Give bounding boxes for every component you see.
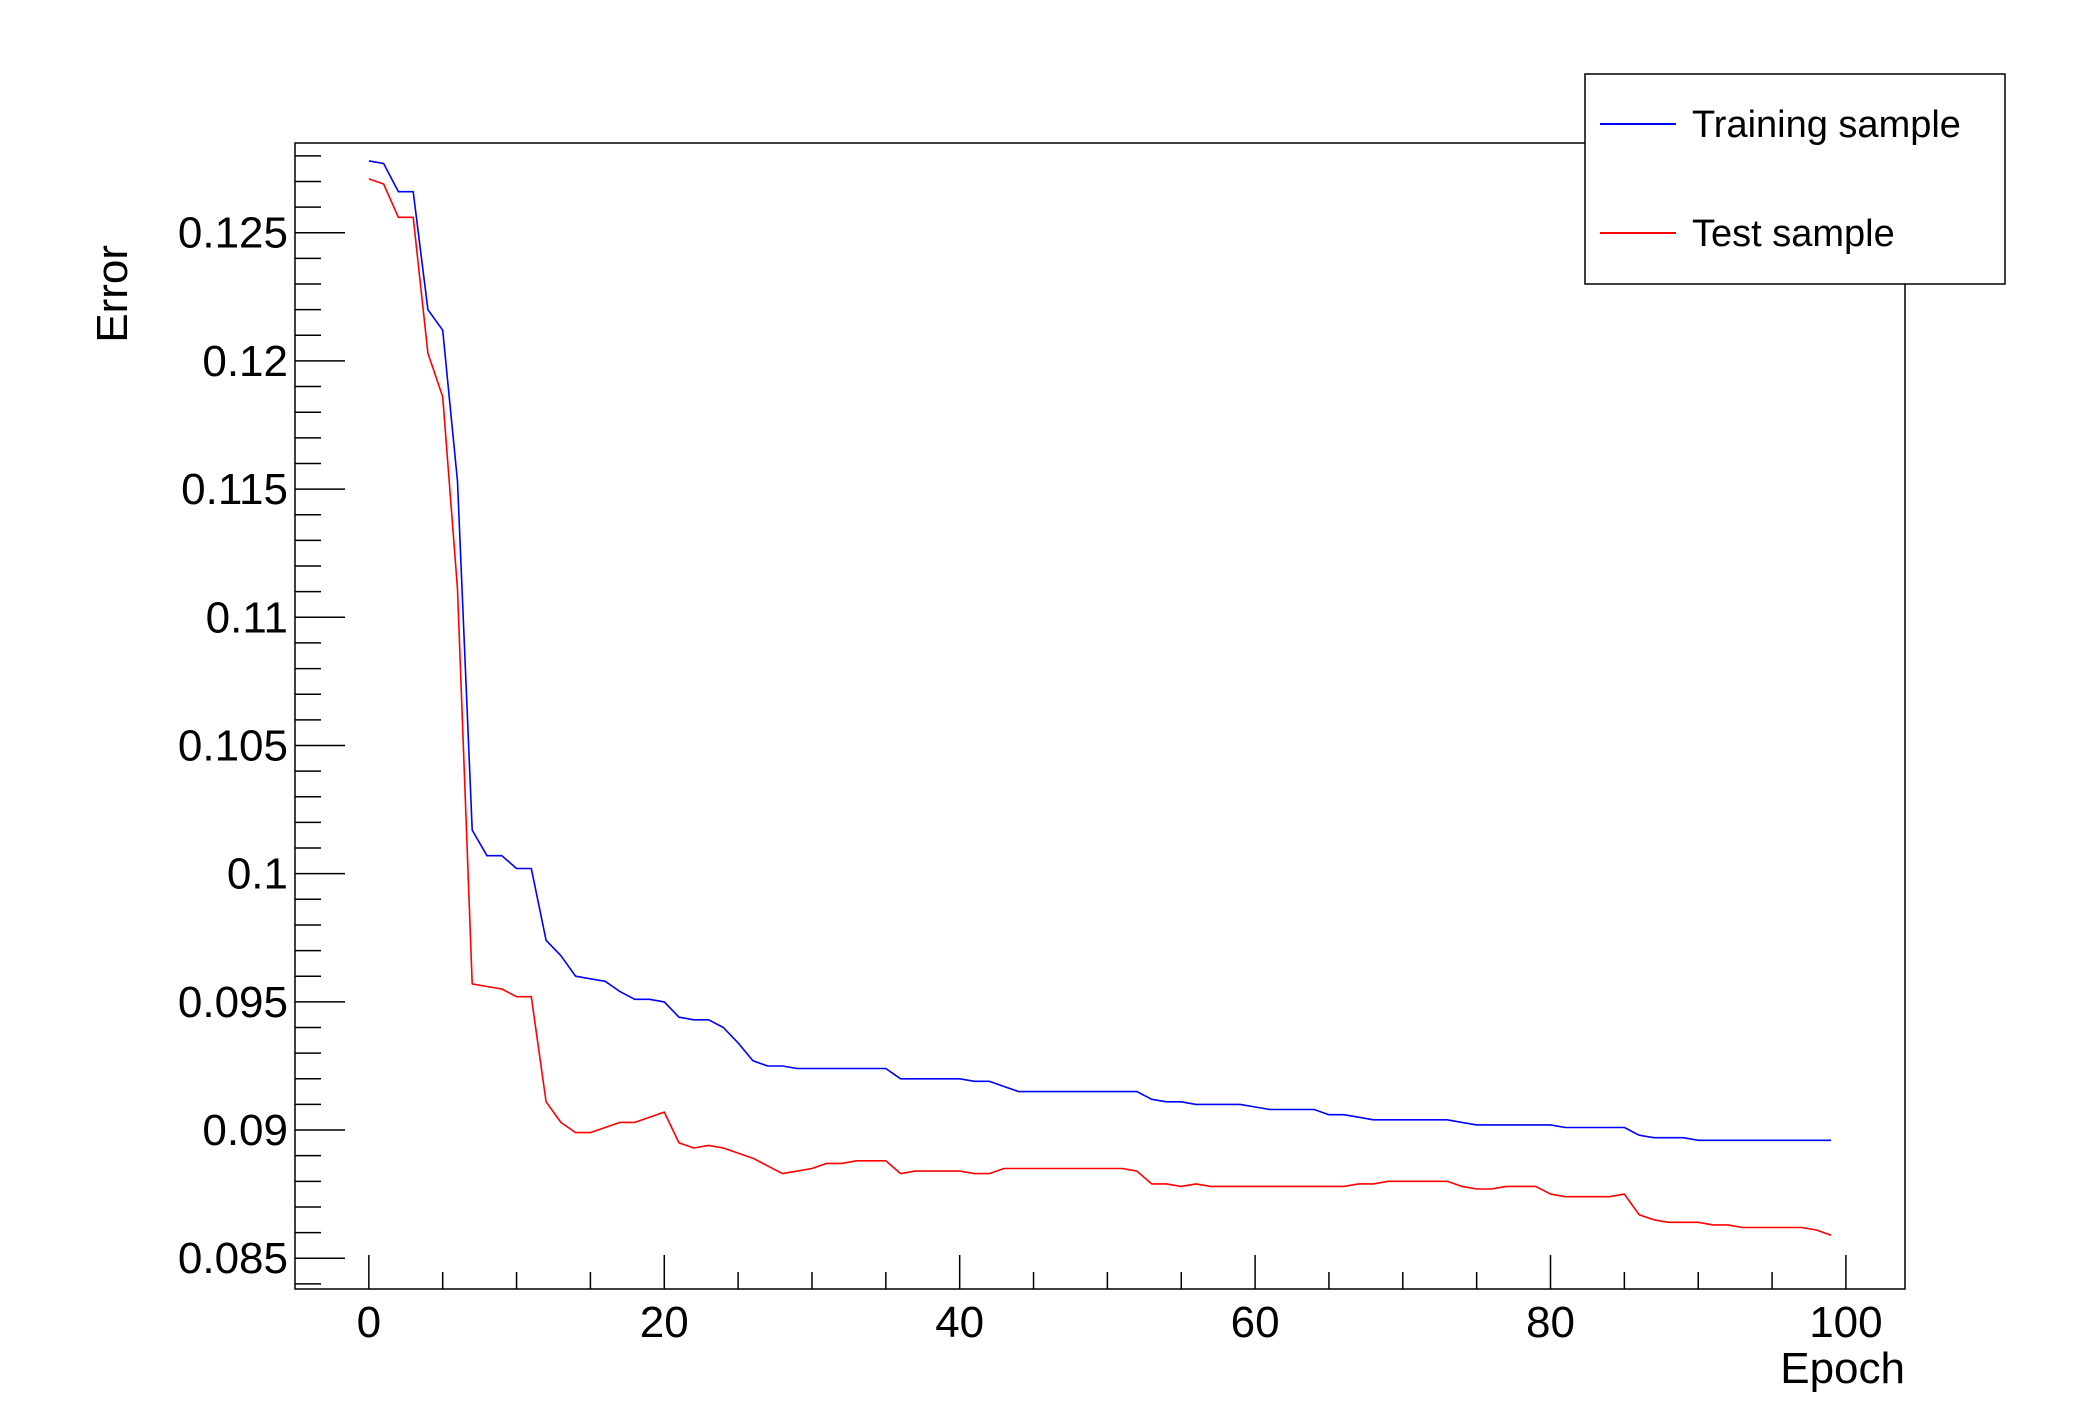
x-tick-label: 40: [935, 1298, 984, 1347]
x-axis-label: Epoch: [1780, 1344, 1905, 1393]
x-tick-label: 80: [1526, 1298, 1575, 1347]
x-tick-label: 0: [357, 1298, 381, 1347]
x-tick-label: 100: [1809, 1298, 1882, 1347]
y-tick-label: 0.095: [178, 978, 288, 1027]
y-tick-label: 0.115: [181, 465, 288, 514]
x-tick-label: 60: [1231, 1298, 1280, 1347]
y-axis-label: Error: [88, 245, 137, 343]
plot-frame: [294, 142, 1906, 1290]
y-axis-tick-labels: 0.085 0.09 0.095 0.1 0.105 0.11 0.115 0.12 0.125: [178, 209, 288, 1284]
y-tick-label: 0.125: [178, 209, 288, 258]
y-tick-label: 0.105: [178, 721, 288, 770]
series-lines: [368, 160, 1832, 1236]
y-tick-label: 0.12: [202, 337, 288, 386]
legend: Training sample Test sample: [1584, 73, 2006, 285]
y-axis-ticks: [295, 155, 345, 1285]
x-axis-ticks: [368, 1255, 1847, 1289]
legend-label-training-sample: Training sample: [1692, 104, 1961, 146]
legend-box: [1584, 73, 2006, 285]
series-line-test-sample: [368, 178, 1832, 1236]
y-tick-label: 0.11: [206, 593, 288, 642]
x-axis-tick-labels: 0 20 40 60 80 100: [357, 1298, 1883, 1347]
y-tick-label: 0.1: [227, 850, 288, 899]
x-tick-label: 20: [640, 1298, 689, 1347]
legend-label-test-sample: Test sample: [1692, 213, 1895, 255]
y-tick-label: 0.085: [178, 1234, 288, 1283]
y-tick-label: 0.09: [202, 1106, 288, 1155]
series-line-training-sample: [368, 160, 1832, 1142]
